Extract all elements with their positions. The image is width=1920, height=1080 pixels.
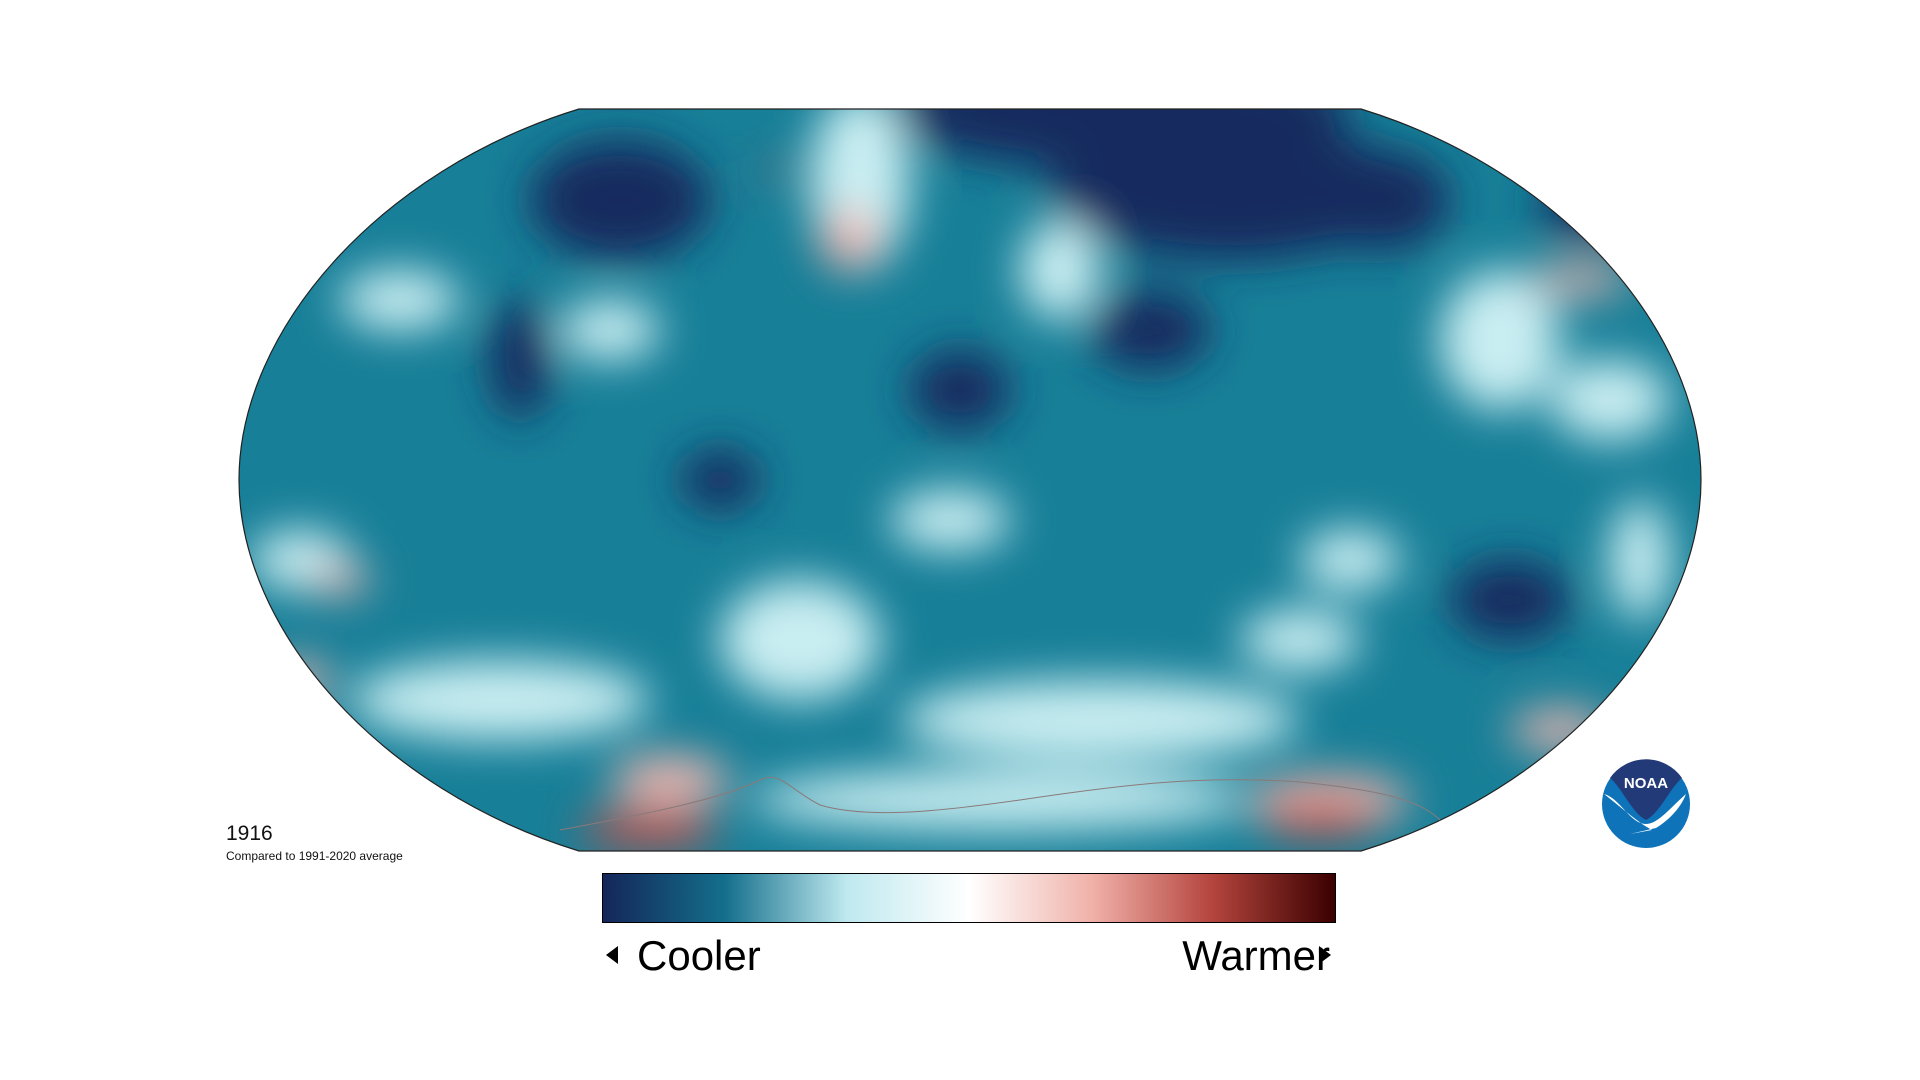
anomaly-region-light bbox=[720, 580, 880, 700]
baseline-subtitle: Compared to 1991-2020 average bbox=[226, 849, 403, 863]
anomaly-region-hot bbox=[1260, 802, 1380, 838]
color-scale-bar bbox=[602, 873, 1336, 923]
anomaly-region-warm bbox=[1510, 710, 1610, 750]
anomaly-region-hot bbox=[580, 810, 720, 850]
anomaly-region-cold bbox=[1310, 150, 1450, 250]
anomaly-region-warm bbox=[1530, 265, 1630, 295]
anomaly-region-light bbox=[900, 680, 1300, 760]
anomaly-region-cold bbox=[910, 350, 1010, 430]
anomaly-region-light bbox=[560, 300, 660, 360]
anomaly-region-light bbox=[340, 270, 460, 330]
noaa-logo-text: NOAA bbox=[1624, 775, 1668, 792]
year-label: 1916 bbox=[226, 822, 273, 845]
anomaly-region-warm bbox=[310, 565, 370, 595]
warmer-label: Warmer bbox=[1182, 932, 1330, 979]
anomaly-region-warm bbox=[610, 755, 730, 805]
right-arrow-icon bbox=[1319, 946, 1331, 964]
anomaly-region-light bbox=[1020, 220, 1100, 320]
anomaly-region-light bbox=[1240, 610, 1360, 670]
left-arrow-icon bbox=[606, 946, 618, 964]
anomaly-region-hot bbox=[770, 160, 790, 180]
anomaly-region-light bbox=[750, 770, 1250, 830]
antarctica-coastline bbox=[559, 776, 1441, 831]
anomaly-region-cold bbox=[490, 300, 550, 420]
anomaly-region-warm bbox=[270, 660, 330, 700]
anomaly-region-light bbox=[1610, 500, 1670, 620]
anomaly-region-light bbox=[1300, 530, 1400, 590]
anomaly-region-light bbox=[1440, 270, 1560, 410]
noaa-logo: NOAA bbox=[1602, 759, 1690, 848]
anomaly-region-cold bbox=[1450, 560, 1570, 640]
anomaly-region-warm bbox=[820, 210, 880, 270]
anomaly-region-cold bbox=[680, 450, 760, 510]
anomaly-region-light bbox=[350, 660, 650, 740]
anomaly-region-light bbox=[890, 490, 1010, 550]
anomaly-region-cold bbox=[530, 140, 710, 260]
cooler-label: Cooler bbox=[637, 932, 761, 979]
anomaly-region-cold bbox=[1090, 290, 1210, 370]
anomaly-region-light bbox=[1550, 360, 1670, 440]
anomaly-region-cold bbox=[1540, 160, 1660, 240]
map-outline bbox=[238, 108, 1702, 852]
